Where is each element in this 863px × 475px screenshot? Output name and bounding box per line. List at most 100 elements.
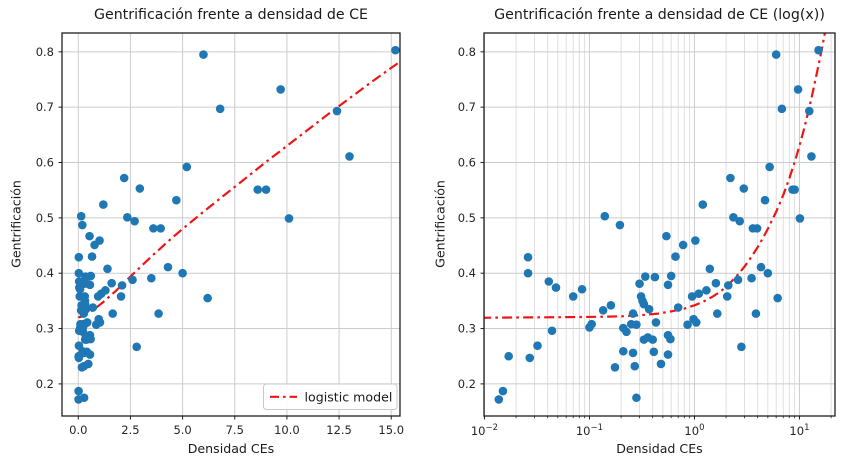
linear-ytick-label: 0.5	[36, 211, 54, 225]
scatter-point	[735, 216, 745, 226]
legend-label: logistic model	[305, 390, 393, 405]
scatter-point	[733, 275, 743, 285]
scatter-point	[650, 272, 660, 282]
scatter-point	[199, 50, 208, 59]
scatter-point	[391, 45, 400, 55]
scatter-point	[95, 236, 104, 245]
linear-ytick-label: 0.2	[36, 377, 54, 391]
scatter-point	[698, 200, 708, 209]
scatter-point	[726, 173, 735, 183]
scatter-point	[504, 351, 513, 361]
scatter-point	[215, 104, 225, 114]
scatter-point	[525, 353, 535, 363]
scatter-point	[154, 309, 163, 318]
scatter-point	[666, 271, 676, 281]
scatter-point	[85, 350, 95, 359]
scatter-point	[135, 184, 145, 193]
linear-ytick-label: 0.7	[36, 100, 54, 114]
scatter-point	[678, 240, 688, 250]
log-major-grid	[483, 33, 835, 416]
scatter-point	[618, 346, 628, 356]
scatter-point	[551, 283, 561, 292]
scatter-point	[81, 304, 91, 314]
scatter-point	[723, 281, 733, 290]
scatter-point	[795, 214, 805, 223]
log-ytick-label: 0.8	[458, 45, 476, 59]
scatter-point	[332, 106, 342, 116]
log-ytick-label: 0.5	[458, 211, 476, 225]
scatter-point	[86, 334, 95, 344]
scatter-point	[494, 395, 504, 404]
scatter-point	[713, 309, 722, 318]
scatter-point	[649, 347, 659, 357]
scatter-point	[76, 211, 86, 221]
scatter-point	[640, 272, 650, 281]
plot-title-linear: Gentrificación frente a densidad de CE	[93, 7, 369, 23]
scatter-point	[663, 350, 673, 359]
scatter-point	[85, 231, 94, 241]
scatter-point	[544, 277, 554, 286]
scatter-point	[628, 309, 638, 318]
scatter-point	[737, 342, 746, 352]
scatter-point	[804, 106, 814, 116]
scatter-point	[756, 262, 766, 272]
scatter-point	[763, 268, 773, 278]
scatter-point	[632, 320, 641, 329]
scatter-point	[74, 268, 84, 278]
scatter-point	[87, 252, 97, 261]
legend: logistic model	[263, 383, 398, 410]
scatter-point	[632, 393, 641, 403]
scatter-point	[147, 273, 156, 283]
linear-xtick-label: 0.0	[69, 423, 87, 437]
log-ytick-label: 0.7	[458, 100, 476, 114]
scatter-point	[108, 309, 117, 318]
scatter-point	[79, 393, 89, 403]
scatter-point	[773, 293, 782, 303]
scatter-point	[203, 293, 212, 303]
scatter-point	[666, 334, 675, 344]
scatter-point	[261, 185, 271, 194]
scatter-point	[687, 292, 697, 301]
log-logistic-curve	[484, 33, 826, 319]
scatter-point	[610, 362, 620, 372]
scatter-point	[78, 220, 87, 230]
scatter-point	[729, 213, 738, 222]
log-ytick-label: 0.3	[458, 322, 476, 336]
scatter-point	[711, 278, 721, 288]
scatter-point	[673, 303, 683, 312]
scatter-point	[130, 216, 139, 226]
scatter-point	[523, 268, 533, 278]
scatter-point	[644, 304, 654, 314]
linear-xtick-label: 10.0	[274, 423, 300, 437]
scatter-point	[498, 386, 508, 396]
linear-xtick-label: 5.0	[173, 423, 191, 437]
scatter-point	[651, 318, 661, 327]
scatter-point	[163, 262, 173, 272]
log-axes-spines	[483, 32, 836, 417]
linear-xtick-label: 2.5	[121, 423, 139, 437]
linear-xtick-label: 12.5	[326, 423, 352, 437]
log-xtick-label: 10−1	[576, 423, 603, 438]
linear-ytick-label: 0.6	[36, 156, 54, 170]
scatter-point	[276, 85, 285, 94]
scatter-point	[587, 319, 596, 329]
scatter-point	[683, 320, 692, 329]
scatter-point	[156, 224, 165, 233]
scatter-point	[117, 281, 127, 290]
scatter-point	[777, 104, 787, 114]
scatter-point	[74, 252, 84, 262]
linear-xtick-label: 7.5	[226, 423, 244, 437]
scatter-point	[739, 184, 749, 193]
scatter-point	[694, 289, 704, 298]
linear-major-grid	[62, 33, 400, 416]
scatter-point	[172, 195, 181, 205]
linear-xtick-label: 15.0	[378, 423, 404, 437]
scatter-point	[765, 162, 774, 172]
scatter-point	[760, 195, 770, 205]
scatter-point	[547, 326, 557, 336]
scatter-point	[123, 213, 132, 222]
scatter-point	[74, 386, 83, 396]
scatter-point	[671, 252, 680, 261]
log-ytick-label: 0.2	[458, 377, 476, 391]
